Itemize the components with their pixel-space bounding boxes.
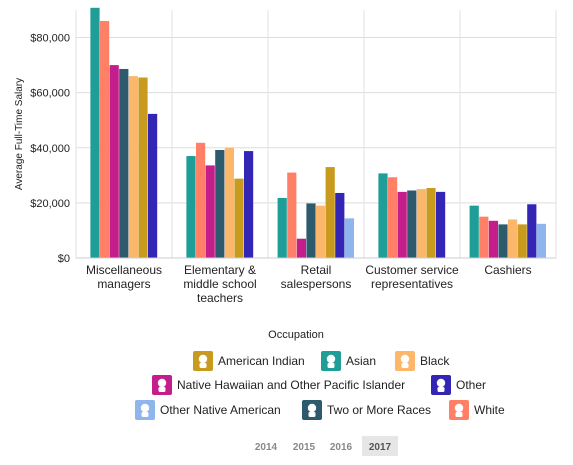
legend-label-white[interactable]: White — [474, 403, 505, 417]
bar-other[interactable] — [335, 192, 345, 258]
person-icon — [400, 354, 410, 364]
person-icon — [327, 363, 335, 368]
bar-native-hawaiian-and-other-pacific-islander[interactable] — [109, 65, 119, 258]
bar-other-native-american[interactable] — [344, 218, 354, 258]
bar-white[interactable] — [100, 21, 110, 259]
bar-other[interactable] — [244, 151, 254, 258]
bar-asian[interactable] — [186, 156, 196, 258]
y-axis-label: Average Full-Time Salary — [14, 78, 25, 190]
legend-label-black[interactable]: Black — [420, 354, 450, 368]
person-icon — [199, 363, 207, 368]
y-tick-label: $20,000 — [30, 198, 70, 210]
person-icon — [157, 378, 167, 388]
bar-two-or-more-races[interactable] — [215, 149, 225, 258]
bar-other-native-american[interactable] — [536, 223, 546, 258]
person-icon — [401, 363, 409, 368]
year-button-2017[interactable]: 2017 — [369, 442, 392, 453]
bar-two-or-more-races[interactable] — [306, 203, 316, 258]
year-button-2015[interactable]: 2015 — [293, 442, 316, 453]
person-icon — [141, 412, 149, 417]
person-icon — [307, 403, 317, 413]
bar-other[interactable] — [148, 113, 158, 258]
bar-two-or-more-races[interactable] — [119, 68, 129, 258]
x-tick-label: representatives — [371, 277, 453, 291]
x-tick-label: Cashiers — [484, 263, 531, 277]
bar-native-hawaiian-and-other-pacific-islander[interactable] — [488, 220, 498, 258]
y-tick-label: $60,000 — [30, 88, 70, 100]
bar-other[interactable] — [527, 204, 537, 258]
person-icon — [158, 387, 166, 392]
legend-label-other[interactable]: Other — [456, 378, 486, 392]
bar-white[interactable] — [388, 177, 398, 258]
bar-black[interactable] — [416, 189, 426, 258]
x-tick-label: Miscellaneous — [86, 263, 162, 277]
bar-white[interactable] — [196, 142, 206, 258]
x-tick-label: salespersons — [281, 277, 352, 291]
person-icon — [437, 387, 445, 392]
x-tick-label: Retail — [301, 263, 332, 277]
bar-american-indian[interactable] — [234, 178, 244, 258]
legend-label-american-indian[interactable]: American Indian — [218, 354, 305, 368]
bar-native-hawaiian-and-other-pacific-islander[interactable] — [397, 191, 407, 258]
bar-native-hawaiian-and-other-pacific-islander[interactable] — [296, 238, 306, 258]
bar-other[interactable] — [436, 191, 446, 258]
year-button-2014[interactable]: 2014 — [255, 442, 278, 453]
x-tick-label: teachers — [197, 291, 243, 305]
bar-asian[interactable] — [378, 173, 388, 258]
person-icon — [454, 403, 464, 413]
bar-two-or-more-races[interactable] — [498, 224, 508, 258]
bar-black[interactable] — [508, 219, 518, 258]
legend-label-other-native-american[interactable]: Other Native American — [160, 403, 281, 417]
bar-american-indian[interactable] — [138, 77, 148, 258]
person-icon — [198, 354, 208, 364]
year-selected-highlight — [362, 436, 398, 456]
person-icon — [326, 354, 336, 364]
bar-white[interactable] — [287, 172, 297, 258]
legend-title: Occupation — [268, 329, 324, 341]
y-tick-label: $40,000 — [30, 143, 70, 155]
y-tick-label: $0 — [58, 253, 70, 265]
x-tick-label: managers — [97, 277, 150, 291]
bar-black[interactable] — [316, 205, 326, 258]
legend-label-two-or-more-races[interactable]: Two or More Races — [327, 403, 431, 417]
person-icon — [308, 412, 316, 417]
x-tick-label: middle school — [183, 277, 256, 291]
year-button-2016[interactable]: 2016 — [330, 442, 353, 453]
bar-black[interactable] — [224, 147, 234, 258]
person-icon — [140, 403, 150, 413]
bar-white[interactable] — [479, 216, 489, 258]
bar-asian[interactable] — [469, 205, 479, 258]
x-tick-label: Elementary & — [184, 263, 256, 277]
y-tick-label: $80,000 — [30, 33, 70, 45]
person-icon — [436, 378, 446, 388]
bar-asian[interactable] — [277, 197, 287, 258]
legend-label-asian[interactable]: Asian — [346, 354, 376, 368]
person-icon — [455, 412, 463, 417]
bar-black[interactable] — [128, 76, 138, 258]
x-tick-label: Customer service — [365, 263, 459, 277]
legend-label-native-hawaiian-and-other-pacific-islander[interactable]: Native Hawaiian and Other Pacific Island… — [177, 378, 405, 392]
bar-asian[interactable] — [90, 7, 100, 258]
bar-american-indian[interactable] — [426, 188, 436, 258]
bar-american-indian[interactable] — [517, 224, 527, 258]
bar-two-or-more-races[interactable] — [407, 190, 417, 258]
bar-native-hawaiian-and-other-pacific-islander[interactable] — [205, 165, 215, 258]
bar-american-indian[interactable] — [325, 167, 335, 258]
